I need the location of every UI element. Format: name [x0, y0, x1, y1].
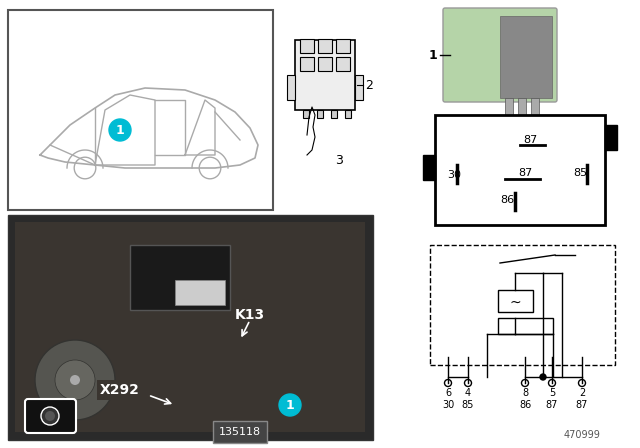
Bar — [505, 98, 513, 128]
Bar — [498, 318, 553, 334]
Circle shape — [35, 340, 115, 420]
Circle shape — [279, 394, 301, 416]
Text: 470999: 470999 — [563, 430, 600, 440]
Text: 5: 5 — [549, 388, 555, 398]
Circle shape — [55, 360, 95, 400]
Text: 6: 6 — [445, 388, 451, 398]
Bar — [287, 75, 295, 100]
FancyBboxPatch shape — [25, 399, 76, 433]
Circle shape — [540, 374, 546, 380]
Circle shape — [70, 375, 80, 385]
Bar — [8, 10, 273, 210]
Bar — [295, 40, 355, 110]
Text: 135118: 135118 — [219, 427, 261, 437]
Text: 87: 87 — [546, 400, 558, 410]
Bar — [355, 75, 363, 100]
Text: 1: 1 — [285, 399, 294, 412]
Bar — [300, 39, 314, 53]
Bar — [8, 215, 373, 440]
FancyBboxPatch shape — [443, 8, 557, 102]
Bar — [605, 125, 617, 150]
Text: K13: K13 — [235, 308, 265, 322]
Text: 3: 3 — [335, 154, 343, 167]
Bar — [423, 155, 435, 180]
Bar — [430, 245, 615, 365]
Bar — [531, 98, 539, 128]
Bar — [15, 222, 365, 432]
Bar — [336, 39, 350, 53]
Bar — [435, 115, 605, 225]
Bar — [518, 98, 526, 128]
Text: ~: ~ — [509, 296, 521, 310]
Text: 2: 2 — [579, 388, 585, 398]
Bar — [318, 39, 332, 53]
Text: 1: 1 — [116, 124, 124, 137]
Bar — [130, 245, 230, 310]
Text: 87: 87 — [576, 400, 588, 410]
Bar — [498, 290, 533, 312]
Text: X292: X292 — [100, 383, 140, 397]
Text: 1: 1 — [428, 48, 437, 61]
Text: 30: 30 — [442, 400, 454, 410]
Bar — [500, 16, 552, 98]
Text: 85: 85 — [462, 400, 474, 410]
Text: 86: 86 — [519, 400, 531, 410]
Text: 2: 2 — [365, 78, 373, 91]
Bar — [300, 57, 314, 71]
Circle shape — [109, 119, 131, 141]
Text: 87: 87 — [523, 135, 537, 145]
Bar — [318, 57, 332, 71]
Bar — [336, 57, 350, 71]
Circle shape — [45, 411, 55, 421]
Bar — [317, 110, 323, 118]
Bar — [345, 110, 351, 118]
Text: 85: 85 — [573, 168, 587, 178]
Text: 30: 30 — [447, 170, 461, 180]
Circle shape — [41, 407, 59, 425]
Text: 87: 87 — [518, 168, 532, 178]
Text: 4: 4 — [465, 388, 471, 398]
Text: 8: 8 — [522, 388, 528, 398]
Bar — [175, 280, 225, 305]
Bar — [303, 110, 309, 118]
Text: 86: 86 — [500, 195, 514, 205]
Bar — [331, 110, 337, 118]
